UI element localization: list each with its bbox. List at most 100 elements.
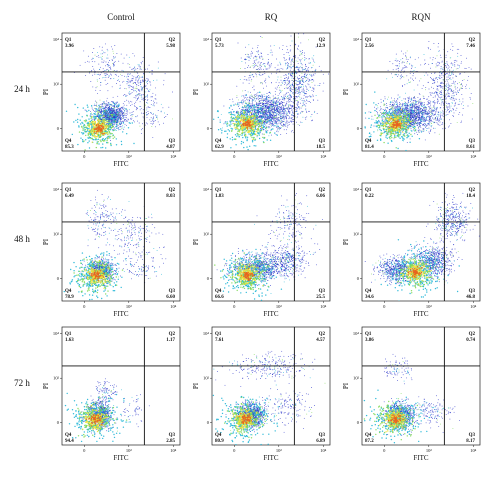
event-dot <box>289 69 291 71</box>
event-dot <box>255 117 257 119</box>
event-dot <box>117 107 119 109</box>
event-dot <box>272 111 273 113</box>
event-dot <box>258 120 260 122</box>
event-dot <box>256 55 258 57</box>
event-dot <box>250 91 251 93</box>
event-dot <box>106 114 108 115</box>
event-dot <box>138 77 140 79</box>
event-dot <box>124 115 126 117</box>
event-dot <box>97 130 100 132</box>
event-dot <box>237 125 239 128</box>
event-dot <box>297 103 299 105</box>
event-dot <box>280 115 282 117</box>
event-dot <box>244 101 246 103</box>
event-dot <box>287 78 289 80</box>
event-dot <box>244 129 246 131</box>
event-dot <box>95 132 97 135</box>
event-dot <box>285 74 287 76</box>
event-dot <box>105 124 108 126</box>
event-dot <box>147 88 149 90</box>
event-dot <box>96 74 98 75</box>
event-dot <box>127 111 129 113</box>
event-dot <box>242 113 245 116</box>
event-dot <box>263 107 265 108</box>
event-dot <box>266 108 268 110</box>
event-dot <box>273 108 275 110</box>
event-dot <box>277 102 279 103</box>
event-dot <box>256 117 258 119</box>
event-dot <box>163 117 165 118</box>
event-dot <box>304 76 306 78</box>
event-dot <box>288 105 290 107</box>
event-dot <box>299 54 301 56</box>
event-dot <box>152 122 154 124</box>
event-dot <box>248 65 250 67</box>
event-dot <box>248 44 250 46</box>
event-dot <box>106 121 108 124</box>
event-dot <box>320 70 322 72</box>
event-dot <box>245 107 247 109</box>
event-dot <box>109 113 111 115</box>
event-dot <box>168 106 170 108</box>
event-dot <box>96 79 98 81</box>
event-dot <box>276 105 278 107</box>
event-dot <box>266 120 269 123</box>
event-dot <box>140 89 142 90</box>
event-dot <box>241 132 243 134</box>
event-dot <box>281 122 282 124</box>
event-dot <box>141 76 143 78</box>
event-dot <box>291 80 293 81</box>
event-dot <box>289 98 291 100</box>
event-dot <box>279 117 281 119</box>
event-dot <box>81 132 83 134</box>
event-dot <box>285 95 287 97</box>
event-dot <box>276 120 278 122</box>
event-dot <box>292 111 294 113</box>
event-dot <box>311 57 313 59</box>
event-dot <box>289 66 291 68</box>
event-dot <box>108 104 110 106</box>
event-dot <box>127 78 129 80</box>
event-dot <box>279 110 281 112</box>
event-dot <box>306 96 308 98</box>
event-dot <box>124 119 126 120</box>
column-header: Control <box>107 12 135 22</box>
event-dot <box>230 147 232 149</box>
event-dot <box>226 121 228 123</box>
event-dot <box>303 54 305 56</box>
event-dot <box>274 104 276 106</box>
event-dot <box>152 92 154 94</box>
event-dot <box>290 83 292 85</box>
event-dot <box>295 111 297 113</box>
event-dot <box>101 56 103 58</box>
event-dot <box>308 90 310 92</box>
event-dot <box>238 136 240 138</box>
event-dot <box>270 116 272 118</box>
event-dot <box>303 104 305 105</box>
event-dot <box>102 117 104 119</box>
event-dot <box>275 105 277 107</box>
event-dot <box>119 129 121 130</box>
event-dot <box>247 54 249 56</box>
event-dot <box>127 85 129 87</box>
event-dot <box>292 79 294 81</box>
quadrant-label-q2: Q2 <box>169 38 176 43</box>
event-dot <box>260 62 262 63</box>
event-dot <box>153 116 155 118</box>
event-dot <box>90 125 93 127</box>
event-dot <box>162 107 164 109</box>
event-dot <box>275 103 277 105</box>
event-dot <box>138 89 140 91</box>
event-dot <box>246 111 248 113</box>
event-dot <box>90 119 93 122</box>
event-dot <box>122 70 124 72</box>
event-dot <box>259 64 261 66</box>
event-dot <box>300 112 302 114</box>
event-dot <box>236 85 238 87</box>
event-dot <box>122 122 125 124</box>
event-dot <box>94 70 95 72</box>
event-dot <box>239 68 241 69</box>
event-dot <box>85 134 87 137</box>
event-dot <box>113 113 115 116</box>
